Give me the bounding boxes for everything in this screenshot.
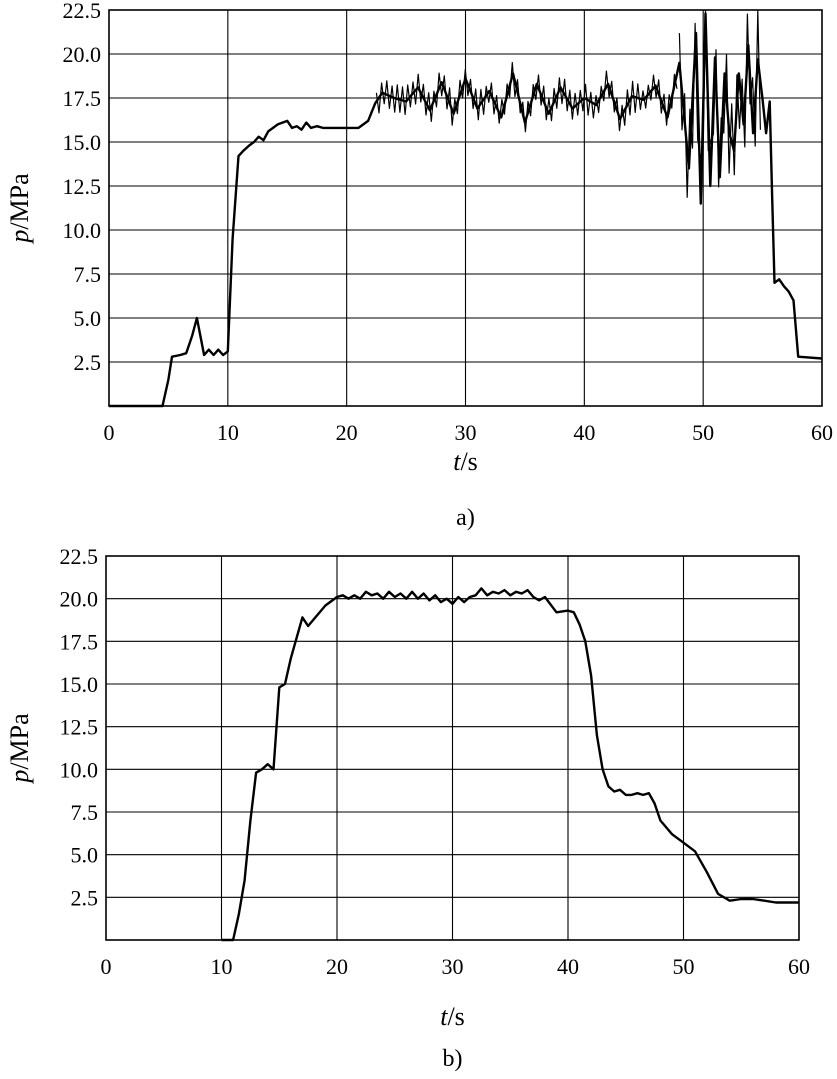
y-tick-label: 20.0 xyxy=(63,42,102,67)
y-axis-title-b: p/MPa xyxy=(5,713,34,785)
x-tick-label: 60 xyxy=(788,954,810,979)
gridlines-b xyxy=(106,556,799,940)
y-tick-label: 17.5 xyxy=(63,86,102,111)
y-tick-label: 10.0 xyxy=(60,757,99,782)
y-tick-label: 12.5 xyxy=(60,715,99,740)
y-tick-label: 7.5 xyxy=(74,262,102,287)
y-tick-label: 17.5 xyxy=(60,629,99,654)
y-axis-unit-b: /MPa xyxy=(5,713,34,770)
pressure-series-b xyxy=(221,587,799,942)
x-tick-label: 30 xyxy=(455,420,477,445)
x-tick-label: 60 xyxy=(811,420,833,445)
oscillation-band xyxy=(678,9,761,198)
y-tick-label: 22.5 xyxy=(63,0,102,23)
x-axis-title-b: t/s xyxy=(440,1002,465,1031)
y-tick-label: 12.5 xyxy=(63,174,102,199)
y-axis-unit-a: /MPa xyxy=(5,173,34,230)
x-tick-labels-a: 0 10 20 30 40 50 60 xyxy=(104,420,834,445)
series-line xyxy=(221,587,799,942)
x-axis-title-a: t/s xyxy=(453,447,478,476)
y-tick-label: 15.0 xyxy=(63,130,102,155)
plot-frame-b xyxy=(105,555,800,941)
x-tick-label: 50 xyxy=(692,420,714,445)
x-tick-label: 20 xyxy=(336,420,358,445)
x-tick-label: 30 xyxy=(442,954,464,979)
y-tick-label: 20.0 xyxy=(60,587,99,612)
x-axis-variable-b: t xyxy=(440,1002,448,1031)
x-tick-label: 40 xyxy=(557,954,579,979)
plot-frame-a xyxy=(108,9,823,407)
x-tick-label: 0 xyxy=(101,954,112,979)
y-axis-variable-b: p xyxy=(5,770,34,785)
y-axis-variable-a: p xyxy=(5,230,34,245)
panel-label-a: a) xyxy=(456,505,475,531)
x-tick-label: 50 xyxy=(673,954,695,979)
y-tick-label: 5.0 xyxy=(74,306,102,331)
x-tick-labels-b: 0 10 20 30 40 50 60 xyxy=(101,954,811,979)
gridlines-a xyxy=(109,10,822,406)
y-axis-title-a: p/MPa xyxy=(5,173,34,245)
x-axis-variable-a: t xyxy=(453,447,461,476)
y-tick-labels-a: 2.5 5.0 7.5 10.0 12.5 15.0 17.5 20.0 22.5 xyxy=(63,0,102,375)
y-tick-label: 7.5 xyxy=(71,800,99,825)
panel-label-b: b) xyxy=(443,1046,463,1072)
y-tick-labels-b: 2.5 5.0 7.5 10.0 12.5 15.0 17.5 20.0 22.5 xyxy=(60,544,99,910)
y-tick-label: 10.0 xyxy=(63,218,102,243)
pressure-series-a xyxy=(109,9,823,408)
x-tick-label: 10 xyxy=(211,954,233,979)
series-line xyxy=(109,12,823,408)
chart-panel-b: 2.5 5.0 7.5 10.0 12.5 15.0 17.5 20.0 22.5 0 10 20 3… xyxy=(5,544,810,1072)
y-tick-label: 2.5 xyxy=(71,885,99,910)
y-tick-label: 15.0 xyxy=(60,672,99,697)
chart-panel-a: 2.5 5.0 7.5 10.0 12.5 15.0 17.5 20.0 22.5 0 10 20 3… xyxy=(5,0,833,531)
oscillation-band xyxy=(375,61,678,133)
y-tick-label: 22.5 xyxy=(60,544,99,569)
y-tick-label: 5.0 xyxy=(71,843,99,868)
x-axis-unit-a: /s xyxy=(460,447,477,476)
y-tick-label: 2.5 xyxy=(74,350,102,375)
x-tick-label: 20 xyxy=(326,954,348,979)
x-tick-label: 0 xyxy=(104,420,115,445)
x-tick-label: 10 xyxy=(217,420,239,445)
x-axis-unit-b: /s xyxy=(447,1002,464,1031)
x-tick-label: 40 xyxy=(573,420,595,445)
